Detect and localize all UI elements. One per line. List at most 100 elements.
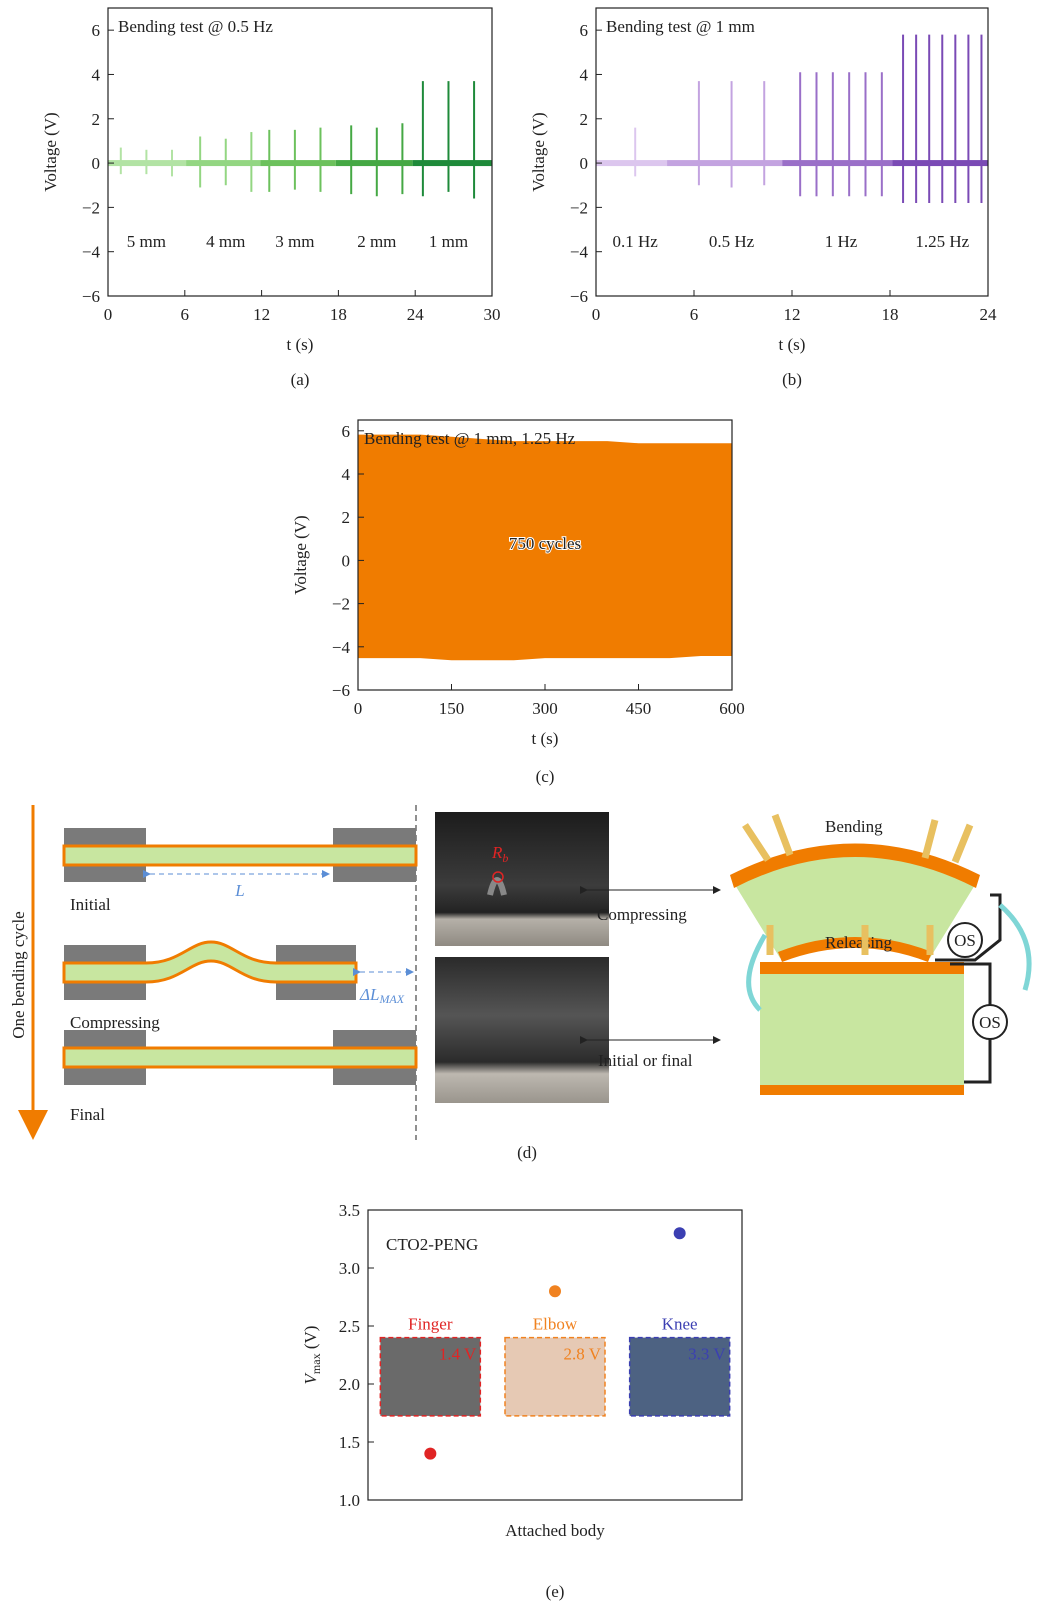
- plot-area: [108, 81, 492, 198]
- x-axis-label: t (s): [779, 335, 806, 354]
- annotation: 750 cycles: [509, 534, 581, 553]
- arrow-label: Initial or final: [598, 1051, 693, 1070]
- state-label: Compressing: [70, 1013, 160, 1032]
- baseline-noise: [336, 160, 413, 166]
- arrow-label: Compressing: [597, 905, 687, 924]
- baseline-noise: [782, 160, 892, 166]
- diagram: One bending cycle L Initial ΔLMAX Compre…: [9, 805, 1029, 1140]
- value-label: 1.4 V: [439, 1345, 477, 1364]
- x-tick-label: 18: [330, 305, 347, 324]
- flat-film: [760, 962, 964, 1087]
- chart-title: Bending test @ 0.5 Hz: [118, 17, 273, 36]
- y-tick-label: −2: [332, 595, 350, 614]
- state-title: Releasing: [825, 933, 893, 952]
- y-axis-label: Vmax (V): [301, 1326, 323, 1385]
- y-tick-label: −4: [82, 243, 101, 262]
- electrode: [760, 1085, 964, 1095]
- value-label: 3.3 V: [688, 1345, 726, 1364]
- segment-label: 0.1 Hz: [613, 232, 659, 251]
- x-tick-label: 6: [690, 305, 699, 324]
- delta-sub: MAX: [378, 992, 404, 1006]
- x-axis-label: Attached body: [505, 1521, 605, 1540]
- segment-label: 2 mm: [357, 232, 396, 251]
- state-label: Final: [70, 1105, 105, 1124]
- y-tick-label: 2.5: [339, 1317, 360, 1336]
- delta-text: ΔL: [359, 985, 379, 1004]
- film: [64, 1048, 416, 1067]
- y-tick-label: 6: [342, 422, 351, 441]
- y-axis-label: Voltage (V): [41, 112, 60, 191]
- x-tick-label: 0: [104, 305, 113, 324]
- x-axis-label: t (s): [532, 729, 559, 748]
- baseline-noise: [892, 160, 988, 166]
- y-tick-label: −2: [570, 198, 588, 217]
- length-label: L: [234, 881, 244, 900]
- y-tick-label: 4: [92, 65, 101, 84]
- x-axis-label: t (s): [287, 335, 314, 354]
- y-tick-label: −2: [82, 198, 100, 217]
- chart-title: CTO2-PENG: [386, 1235, 478, 1254]
- baseline-noise: [260, 160, 336, 166]
- x-tick-label: 6: [181, 305, 190, 324]
- segment-label: 4 mm: [206, 232, 245, 251]
- y-tick-label: 2: [92, 110, 101, 129]
- y-tick-label: 2.0: [339, 1375, 360, 1394]
- segment-label: 0.5 Hz: [709, 232, 755, 251]
- point: [674, 1227, 686, 1239]
- plot-frame: [108, 8, 492, 296]
- y-axis-label: Voltage (V): [529, 112, 548, 191]
- chart: −6−4−20246061218240.1 Hz0.5 Hz1 Hz1.25 H…: [529, 8, 997, 389]
- y-tick-label: 3.5: [339, 1201, 360, 1220]
- segment-label: 1 Hz: [825, 232, 858, 251]
- y-tick-label: 0: [342, 551, 351, 570]
- x-tick-label: 0: [592, 305, 601, 324]
- cycle-curve: [1000, 905, 1029, 990]
- photo-compressing: [435, 812, 609, 946]
- cycle-label: One bending cycle: [9, 911, 28, 1038]
- point: [424, 1448, 436, 1460]
- point: [549, 1285, 561, 1297]
- baseline-noise: [186, 160, 260, 166]
- y-tick-label: 3.0: [339, 1259, 360, 1278]
- y-axis-label: Voltage (V): [291, 515, 310, 594]
- x-tick-label: 30: [484, 305, 501, 324]
- state-label: Initial: [70, 895, 111, 914]
- panel-caption: (e): [546, 1582, 565, 1601]
- x-tick-label: 600: [719, 699, 745, 718]
- y-tick-label: −6: [570, 287, 588, 306]
- x-tick-label: 12: [253, 305, 270, 324]
- radius-text: R: [491, 843, 503, 862]
- y-tick-label: 1.0: [339, 1491, 360, 1510]
- baseline-noise: [596, 160, 667, 166]
- figure: One bending cycle L Initial ΔLMAX Compre…: [0, 0, 1053, 1617]
- x-tick-label: 300: [532, 699, 558, 718]
- segment-label: 5 mm: [127, 232, 166, 251]
- y-tick-label: −4: [570, 243, 589, 262]
- electrode: [760, 962, 964, 974]
- y-tick-label: 0: [580, 154, 589, 173]
- y-tick-label: −6: [332, 681, 350, 700]
- chart: 1.01.52.02.53.03.5Finger1.4 VElbow2.8 VK…: [301, 1201, 742, 1601]
- delta-label: ΔLMAX: [359, 985, 405, 1006]
- segment-label: 1.25 Hz: [915, 232, 969, 251]
- value-label: 2.8 V: [564, 1345, 602, 1364]
- panel-caption: (a): [291, 370, 310, 389]
- y-label-sub: max: [309, 1353, 323, 1374]
- category-label: Elbow: [533, 1315, 578, 1334]
- radius-sub: b: [502, 851, 508, 865]
- film: [64, 846, 416, 865]
- y-tick-label: 4: [580, 65, 589, 84]
- x-tick-label: 150: [439, 699, 465, 718]
- x-tick-label: 24: [980, 305, 998, 324]
- y-tick-label: 1.5: [339, 1433, 360, 1452]
- panel-caption: (d): [517, 1143, 537, 1162]
- y-tick-label: 4: [342, 465, 351, 484]
- panel-caption: (b): [782, 370, 802, 389]
- segment-label: 1 mm: [429, 232, 468, 251]
- y-tick-label: 2: [342, 508, 351, 527]
- x-tick-label: 450: [626, 699, 652, 718]
- y-tick-label: 6: [92, 21, 101, 40]
- segment-label: 3 mm: [275, 232, 314, 251]
- state-title: Bending: [825, 817, 883, 836]
